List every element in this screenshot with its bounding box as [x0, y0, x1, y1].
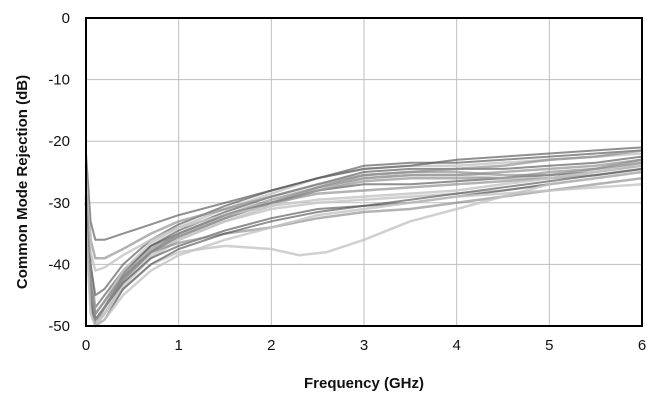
series-line-12	[84, 170, 644, 328]
x-tick-label: 6	[638, 337, 646, 354]
y-tick-labels: 0 -10 -20 -30 -40 -50	[48, 10, 70, 335]
y-tick-label: -20	[48, 133, 70, 150]
plot-frame	[85, 17, 643, 327]
series-line-14	[84, 149, 644, 260]
y-axis-label: Common Mode Rejection (dB)	[14, 75, 31, 289]
x-tick-label: 1	[174, 337, 182, 354]
series-line-15	[84, 164, 644, 272]
y-tick-label: 0	[62, 10, 70, 27]
x-tick-label: 5	[545, 337, 553, 354]
x-tick-label: 0	[82, 337, 90, 354]
y-tick-label: -30	[48, 195, 70, 212]
x-tick-label: 4	[452, 337, 460, 354]
series-line-18	[84, 183, 644, 328]
x-axis-label: Frequency (GHz)	[304, 375, 424, 392]
x-tick-label: 3	[360, 337, 368, 354]
series-line-17	[84, 158, 644, 322]
series-group	[84, 146, 644, 328]
x-tick-label: 2	[267, 337, 275, 354]
x-tick-labels: 0 1 2 3 4 5 6	[82, 337, 646, 354]
y-tick-label: -50	[48, 318, 70, 335]
y-tick-label: -10	[48, 72, 70, 89]
y-tick-label: -40	[48, 256, 70, 273]
series-line-13	[85, 146, 643, 241]
